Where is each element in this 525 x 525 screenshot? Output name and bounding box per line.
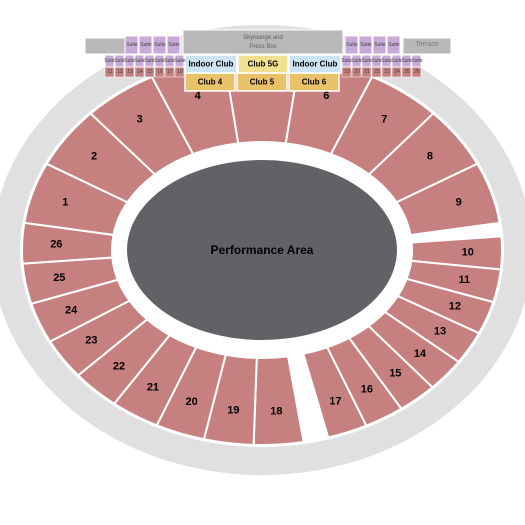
section-label-18: 18 bbox=[270, 406, 282, 418]
upper-suite-label-r-2: Suite bbox=[374, 42, 386, 48]
upper-suite-label-l-3: Suite bbox=[168, 42, 180, 48]
mini-section-label-17: 17 bbox=[167, 69, 173, 75]
section-label-23: 23 bbox=[85, 335, 97, 347]
mini-section-label-16: 16 bbox=[157, 69, 163, 75]
suite-label-r-7: Suite bbox=[411, 58, 423, 64]
mini-section-label-12: 12 bbox=[117, 69, 123, 75]
mini-section-label-20: 20 bbox=[354, 69, 360, 75]
skylounge-label-2: Press Box bbox=[249, 44, 276, 50]
skylounge-label-1: Skylounge and bbox=[243, 35, 283, 41]
section-label-24: 24 bbox=[65, 305, 78, 317]
club-upper-label-0: Indoor Club bbox=[189, 60, 234, 69]
mini-section-label-15: 15 bbox=[147, 69, 153, 75]
club-upper-label-1: Club 5G bbox=[248, 60, 279, 69]
section-label-26: 26 bbox=[50, 238, 62, 250]
upper-suite-label-r-1: Suite bbox=[360, 42, 372, 48]
section-label-6: 6 bbox=[323, 90, 329, 102]
terrace-l[interactable] bbox=[85, 38, 125, 54]
mini-section-label-24: 24 bbox=[394, 69, 400, 75]
mini-section-label-25: 25 bbox=[404, 69, 410, 75]
section-label-11: 11 bbox=[458, 274, 470, 286]
upper-suite-label-r-0: Suite bbox=[346, 42, 358, 48]
mini-section-label-18: 18 bbox=[177, 69, 183, 75]
mini-section-label-11: 11 bbox=[107, 69, 112, 75]
section-label-2: 2 bbox=[91, 150, 97, 162]
section-label-13: 13 bbox=[434, 325, 446, 337]
mini-section-label-26: 26 bbox=[414, 69, 420, 75]
section-18[interactable] bbox=[254, 356, 304, 445]
section-label-1: 1 bbox=[62, 196, 68, 208]
mini-section-label-13: 13 bbox=[127, 69, 133, 75]
club-lower-label-0: Club 4 bbox=[198, 78, 223, 87]
section-label-8: 8 bbox=[427, 150, 433, 162]
performance-area-label: Performance Area bbox=[211, 243, 314, 257]
section-label-19: 19 bbox=[227, 404, 239, 416]
upper-suite-label-l-1: Suite bbox=[140, 42, 152, 48]
section-label-7: 7 bbox=[381, 114, 387, 126]
section-label-22: 22 bbox=[113, 360, 125, 372]
upper-suite-label-l-0: Suite bbox=[126, 42, 138, 48]
section-label-9: 9 bbox=[456, 196, 462, 208]
club-lower-label-2: Club 6 bbox=[302, 78, 327, 87]
section-label-16: 16 bbox=[361, 383, 373, 395]
mini-section-label-19: 19 bbox=[344, 69, 350, 75]
section-label-10: 10 bbox=[462, 246, 474, 258]
section-label-17: 17 bbox=[329, 395, 341, 407]
suite-label-l-7: Suite bbox=[174, 58, 186, 64]
skylounge-pressbox[interactable] bbox=[183, 30, 343, 54]
upper-suite-label-l-2: Suite bbox=[154, 42, 166, 48]
section-label-14: 14 bbox=[414, 348, 427, 360]
club-lower-label-1: Club 5 bbox=[250, 78, 275, 87]
club-upper-label-2: Indoor Club bbox=[293, 60, 338, 69]
section-label-4: 4 bbox=[195, 90, 202, 102]
section-label-20: 20 bbox=[185, 396, 197, 408]
mini-section-label-23: 23 bbox=[384, 69, 390, 75]
section-label-3: 3 bbox=[137, 114, 143, 126]
chart-svg: 1234567891011121314151617181920212223242… bbox=[0, 0, 525, 525]
section-label-21: 21 bbox=[147, 381, 159, 393]
section-label-15: 15 bbox=[389, 367, 401, 379]
mini-section-label-14: 14 bbox=[137, 69, 143, 75]
terrace-label-r: Terrace bbox=[415, 41, 438, 48]
section-label-12: 12 bbox=[449, 300, 461, 312]
seating-chart: 1234567891011121314151617181920212223242… bbox=[0, 0, 525, 525]
mini-section-label-22: 22 bbox=[374, 69, 380, 75]
section-label-25: 25 bbox=[53, 272, 65, 284]
upper-suite-label-r-3: Suite bbox=[388, 42, 400, 48]
mini-section-label-21: 21 bbox=[364, 69, 370, 75]
